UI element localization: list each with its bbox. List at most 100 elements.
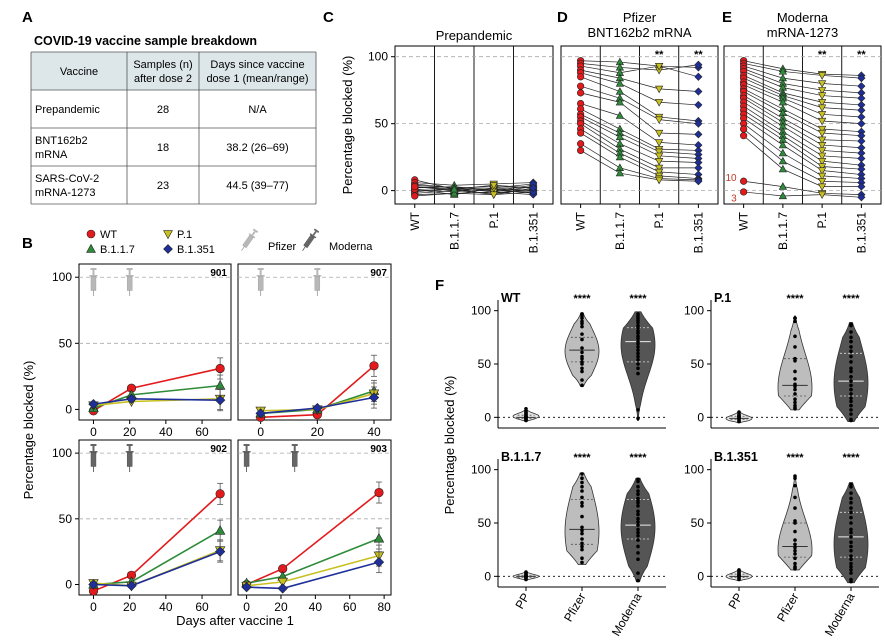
data-point	[577, 89, 585, 97]
data-point	[817, 111, 827, 119]
data-point	[636, 571, 640, 575]
x-tick-label: 60	[343, 600, 357, 614]
data-point	[580, 319, 584, 324]
data-point	[849, 396, 853, 400]
syringe-plunger-head	[257, 268, 264, 270]
data-point	[654, 168, 664, 177]
data-point	[849, 521, 853, 525]
data-point	[411, 192, 419, 200]
subplot-id: 902	[210, 444, 227, 455]
table-vaccine-cell: mRNA	[35, 149, 68, 161]
significance-label: ****	[573, 452, 591, 464]
data-point	[636, 366, 640, 371]
data-point	[636, 551, 640, 555]
paired-line	[580, 132, 699, 179]
data-point	[636, 489, 640, 493]
line-subplot-901: 0 50 100 0 20 40 60 901	[52, 263, 232, 439]
syringe-icon	[125, 444, 134, 472]
paired-line	[743, 68, 862, 94]
data-point	[849, 544, 853, 549]
data-point	[636, 371, 640, 376]
y-tick-label: 0	[65, 402, 72, 416]
y-tick-label: 0	[484, 410, 491, 424]
significance-label: **	[655, 49, 664, 61]
y-tick-label: 0	[65, 577, 72, 591]
table-header-cell: after dose 2	[134, 73, 192, 85]
significance-label: ****	[842, 452, 860, 464]
syringe-flange	[256, 275, 265, 277]
data-point	[636, 354, 640, 359]
data-point	[241, 581, 252, 593]
data-point	[277, 583, 288, 594]
data-point	[580, 528, 584, 533]
data-point	[636, 362, 640, 366]
data-point	[636, 523, 640, 527]
syringe-flange	[248, 233, 256, 239]
data-point	[849, 345, 853, 349]
data-point	[817, 163, 827, 171]
paired-line	[743, 101, 862, 154]
data-point	[654, 85, 664, 94]
data-point	[694, 72, 703, 81]
data-point	[214, 525, 226, 535]
data-point	[577, 82, 585, 90]
data-point	[374, 487, 384, 498]
line-subplot-902: 0 50 100 0 20 40 60 902	[52, 439, 232, 614]
syringe-icon	[302, 228, 320, 251]
plot-frame	[237, 263, 392, 421]
data-point	[849, 383, 853, 388]
x-tick-label: P.1	[815, 212, 829, 229]
data-point	[636, 534, 640, 538]
plot-frame	[237, 439, 392, 596]
data-point	[849, 335, 853, 340]
data-point	[817, 158, 827, 166]
table-vaccine-cell: BNT162b2	[35, 135, 88, 147]
data-point	[580, 366, 584, 371]
data-point	[580, 337, 584, 342]
paired-line	[743, 77, 862, 111]
subplot-title: B.1.1.7	[501, 450, 541, 464]
panel-title: mRNA-1273	[767, 25, 839, 40]
panel-a-title: COVID-19 vaccine sample breakdown	[34, 34, 257, 48]
data-point	[615, 152, 625, 161]
x-tick-label: Moderna	[609, 590, 645, 638]
data-point	[793, 552, 797, 556]
panel-title: Pfizer	[623, 10, 657, 25]
paired-line	[743, 123, 862, 179]
x-tick-label: PP	[725, 591, 745, 612]
x-tick-label: WT	[408, 211, 422, 230]
data-point	[849, 379, 853, 383]
data-point	[88, 579, 99, 590]
syringe-icon	[89, 444, 98, 472]
data-point	[636, 351, 640, 356]
paired-line	[414, 182, 534, 186]
table-vaccine-cell: mRNA-1273	[35, 187, 96, 199]
syringe-plunger-head	[314, 268, 321, 270]
paired-line	[743, 88, 862, 133]
data-point	[636, 357, 640, 362]
subplot-title: P.1	[714, 291, 731, 305]
data-point	[793, 316, 797, 320]
data-point	[580, 484, 584, 489]
significance-label: ****	[573, 293, 591, 305]
data-point	[740, 125, 748, 133]
data-point	[849, 568, 853, 572]
panel-b-ylabel: Percentage blocked (%)	[21, 361, 36, 500]
data-point	[849, 510, 853, 515]
data-point	[793, 400, 797, 405]
syringe-plunger	[259, 270, 262, 275]
subplot-id: 903	[370, 444, 387, 455]
data-point	[580, 560, 584, 565]
syringe-barrel	[126, 452, 133, 467]
syringe-plunger	[128, 446, 131, 451]
data-point	[580, 332, 584, 336]
y-tick-label: 100	[471, 463, 491, 477]
data-point	[849, 412, 853, 416]
syringe-plunger	[128, 270, 131, 275]
data-point	[849, 515, 853, 520]
violin-shape	[777, 315, 813, 411]
data-point	[580, 537, 584, 541]
paired-line	[580, 69, 699, 92]
data-point	[849, 530, 853, 535]
